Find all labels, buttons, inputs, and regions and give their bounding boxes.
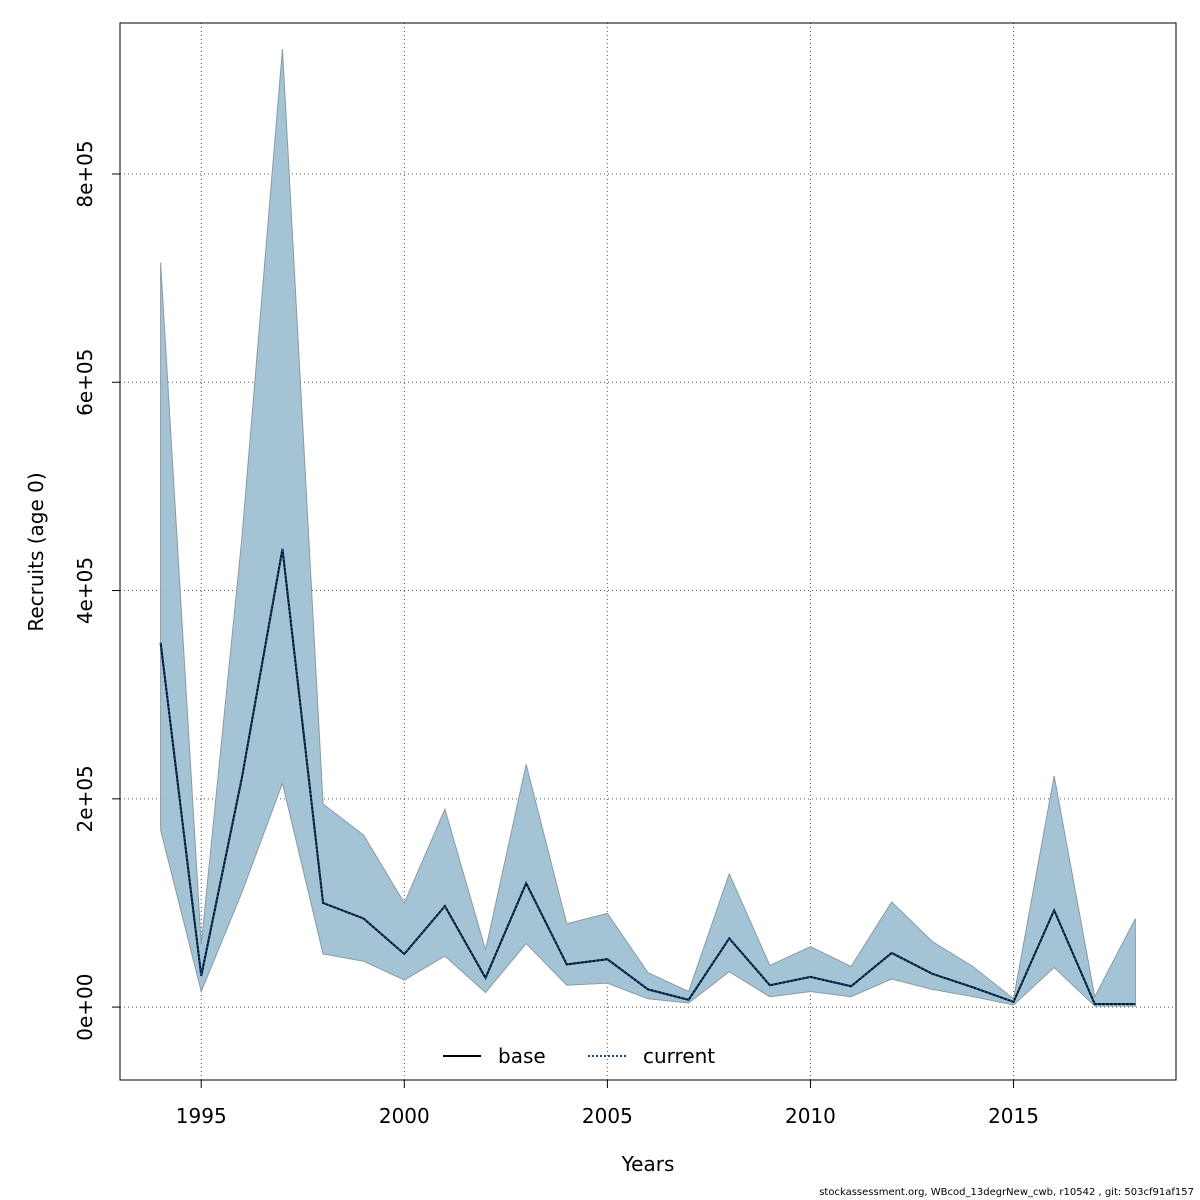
legend-label-base: base (498, 1044, 546, 1068)
x-axis: 1995 2000 2005 2010 2015 (176, 1079, 1039, 1128)
legend: base current (443, 1044, 715, 1068)
y-tick-label-400000: 4e+05 (73, 557, 97, 624)
confidence-band (160, 48, 1136, 1007)
series-line-current (159, 548, 1136, 1005)
confidence-band-layer (160, 48, 1136, 1007)
y-axis-title: Recruits (age 0) (24, 472, 48, 631)
y-tick-label-0: 0e+00 (73, 973, 97, 1040)
y-tick-label-200000: 2e+05 (73, 765, 97, 832)
x-axis-title: Years (621, 1152, 675, 1176)
legend-label-current: current (643, 1044, 715, 1068)
x-tick-label-2005: 2005 (582, 1104, 633, 1128)
series-lines-layer (159, 548, 1136, 1005)
x-tick-label-2015: 2015 (988, 1104, 1039, 1128)
y-tick-label-800000: 8e+05 (73, 140, 97, 207)
footer-caption: stockassessment.org, WBcod_13degrNew_cwb… (819, 1187, 1194, 1198)
x-tick-label-2010: 2010 (785, 1104, 836, 1128)
x-tick-label-1995: 1995 (176, 1104, 227, 1128)
x-tick-label-2000: 2000 (379, 1104, 430, 1128)
y-tick-label-600000: 6e+05 (73, 349, 97, 416)
y-axis: 0e+00 2e+05 4e+05 6e+05 8e+05 (73, 140, 121, 1041)
